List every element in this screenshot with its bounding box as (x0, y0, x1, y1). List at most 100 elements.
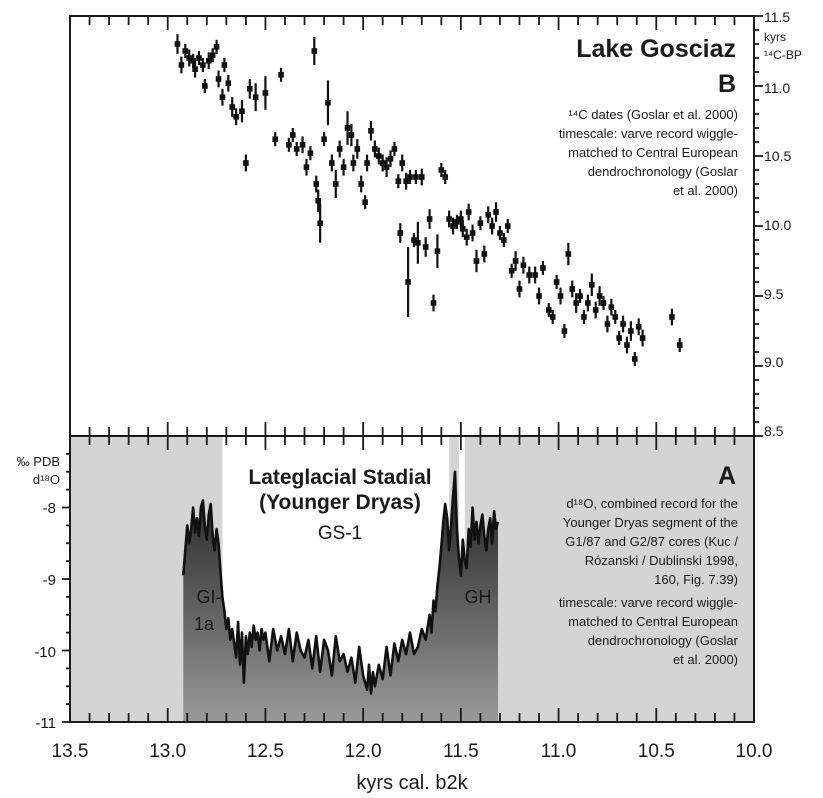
data-point (516, 286, 523, 292)
data-point (520, 262, 527, 268)
y-tick-label: 8.5 (764, 423, 784, 439)
data-point (383, 164, 390, 170)
c14-date-points (174, 34, 683, 366)
data-point (413, 174, 419, 180)
x-tick-label: 13.0 (149, 741, 186, 762)
data-point (442, 174, 449, 180)
data-point (463, 234, 470, 240)
annotation-line: et al. 2000) (673, 652, 738, 667)
annotation-line: timescale: varve record wiggle- (559, 126, 738, 141)
data-point (336, 146, 343, 152)
data-point (489, 223, 495, 229)
data-point (239, 108, 245, 114)
data-point (434, 248, 441, 254)
data-point (233, 114, 239, 120)
data-point (481, 251, 488, 257)
panel-b-y-label-line1: kyrs (764, 30, 786, 44)
data-point (192, 66, 198, 72)
data-point (399, 160, 406, 166)
panel-b-title: Lake Gosciaz (576, 35, 736, 63)
region-label-gi1a-line1: GI- (197, 587, 222, 607)
data-point (391, 146, 398, 152)
data-point (186, 55, 193, 61)
y-tick-label: -9 (43, 572, 56, 589)
data-point (592, 307, 599, 313)
data-point (557, 293, 564, 299)
data-point (526, 272, 533, 278)
data-point (418, 174, 425, 180)
annotation-line: d¹⁸O, combined record for the (566, 496, 738, 511)
annotation-line: dendrochronology (Goslar (588, 164, 739, 179)
data-point (196, 55, 202, 61)
data-point (190, 58, 196, 64)
region-label-gi1a-line2: 1a (194, 614, 215, 634)
panel-a-y-tick-labels: -8 -9 -10 -11 (34, 500, 56, 732)
data-point (546, 307, 552, 313)
data-point (411, 237, 417, 243)
annotation-line: et al. 2000) (673, 183, 738, 198)
data-point (604, 321, 611, 327)
data-point (536, 293, 542, 299)
data-point (368, 128, 374, 134)
data-point (561, 328, 568, 334)
data-point (639, 335, 646, 341)
data-point (628, 328, 634, 334)
data-point (565, 251, 572, 257)
data-point (344, 125, 351, 131)
annotation-line: Rózanski / Dublinski 1998, (585, 553, 738, 568)
data-point (289, 132, 296, 138)
panel-a-annotation: d¹⁸O, combined record for the Younger Dr… (559, 496, 739, 667)
data-point (252, 94, 259, 100)
y-tick-label: 9.0 (764, 354, 784, 370)
data-point (608, 304, 615, 310)
data-point (407, 174, 413, 180)
data-point (426, 216, 433, 222)
data-point (450, 223, 456, 229)
x-tick-label: 12.5 (247, 741, 284, 762)
data-point (272, 136, 278, 142)
tick-marks (62, 15, 763, 723)
data-point (387, 156, 394, 162)
data-point (596, 293, 603, 299)
data-point (229, 104, 236, 110)
data-point (215, 76, 222, 82)
data-point (405, 279, 411, 285)
data-point (493, 209, 499, 215)
data-point (549, 314, 556, 320)
data-point (246, 86, 253, 92)
data-point (532, 272, 538, 278)
data-point (581, 314, 587, 320)
data-point (497, 230, 503, 236)
data-point (213, 44, 220, 50)
data-point (540, 265, 546, 271)
data-point (311, 48, 318, 54)
data-point (182, 48, 189, 54)
data-point (553, 279, 560, 285)
data-point (364, 160, 370, 166)
data-point (303, 164, 310, 170)
x-tick-label: 11.5 (443, 741, 479, 762)
data-point (329, 160, 335, 166)
data-point (379, 160, 386, 166)
annotation-line: G1/87 and G2/87 cores (Kuc / (565, 534, 738, 549)
x-axis-label: kyrs cal. b2k (356, 772, 468, 794)
data-point (624, 342, 630, 348)
y-tick-label: -10 (34, 644, 56, 661)
panel-a-letter: A (718, 462, 736, 490)
annotation-line: ¹⁴C dates (Goslar et al. 2000) (568, 107, 738, 122)
data-point (620, 321, 626, 327)
y-tick-label: -8 (43, 500, 56, 517)
data-point (422, 244, 429, 250)
data-point (508, 268, 515, 274)
data-point (202, 83, 208, 89)
data-point (372, 146, 378, 152)
data-point (205, 58, 212, 64)
x-tick-labels: 13.5 13.0 12.5 12.0 11.5 11.0 10.5 10.0 (52, 741, 773, 762)
y-tick-label: 11.0 (764, 80, 790, 96)
panel-b-y-tick-labels: 11.5 11.0 10.5 10.0 9.5 9.0 8.5 (764, 9, 791, 439)
data-point (174, 41, 181, 47)
data-point (317, 220, 323, 226)
panel-a-y-label-line1: ‰ PDB (17, 454, 60, 469)
y-tick-label: 9.5 (764, 286, 784, 302)
data-point (219, 94, 226, 100)
